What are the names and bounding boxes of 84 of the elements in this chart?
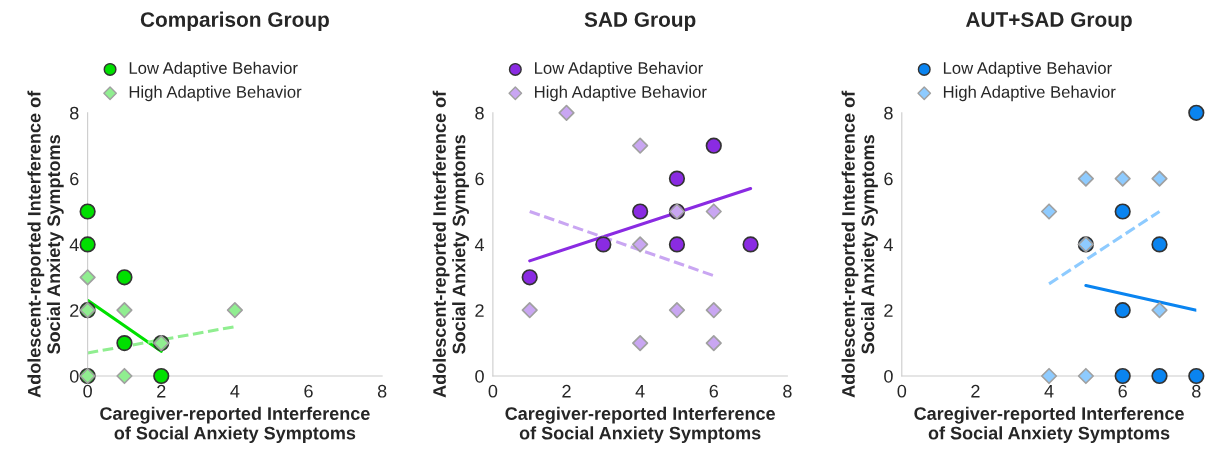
point [558, 104, 575, 121]
y-axis-title: Adolescent-reported Interference of Social Anxiety Symptoms [841, 90, 878, 398]
point [1114, 203, 1131, 220]
chart-title: Comparison Group [140, 11, 329, 32]
point [1114, 302, 1131, 319]
x-tick-label: 4 [635, 385, 645, 398]
point [705, 334, 722, 352]
point [595, 236, 612, 253]
x-axis-title: Caregiver-reported Interference of Social Anxiety Symptoms [914, 406, 1184, 444]
x-tick-label: 2 [562, 384, 571, 398]
y-tick-label: 6 [884, 172, 893, 186]
point [116, 269, 133, 286]
point [1114, 170, 1131, 187]
point [1040, 367, 1058, 385]
y-tick-label: 4 [883, 238, 893, 251]
point [79, 269, 96, 286]
point [668, 302, 686, 319]
point [632, 137, 649, 154]
x-tick-label: 6 [709, 384, 718, 398]
point [226, 302, 243, 319]
y-tick-label: 0 [884, 369, 893, 383]
point [116, 302, 133, 319]
point [632, 236, 649, 253]
legend-label: Low Adaptive Behavior [129, 61, 298, 78]
point [79, 203, 96, 220]
x-tick-label: 8 [783, 384, 792, 398]
y-tick-label: 2 [884, 304, 893, 317]
point [521, 269, 538, 286]
x-axis-title: Caregiver-reported Interference of Social Anxiety Symptoms [505, 406, 775, 444]
y-tick-label: 6 [475, 172, 484, 186]
x-tick-label: 2 [971, 384, 980, 398]
point [1114, 367, 1131, 385]
y-tick-label: 0 [475, 369, 484, 383]
legend-label: Low Adaptive Behavior [535, 61, 703, 78]
point [705, 137, 722, 154]
y-tick-label: 0 [69, 369, 79, 383]
y-tick-label: 6 [70, 172, 79, 186]
point [1077, 367, 1094, 385]
point [116, 367, 133, 385]
point [79, 236, 96, 253]
point [705, 203, 722, 220]
point [705, 302, 722, 319]
x-tick-label: 6 [304, 384, 313, 398]
point [1151, 367, 1168, 385]
x-tick-label: 4 [230, 385, 240, 398]
y-tick-label: 4 [69, 238, 79, 251]
point [1077, 170, 1094, 187]
chart-title: SAD Group [584, 12, 696, 32]
legend-label: High Adaptive Behavior [535, 85, 707, 102]
point [668, 236, 686, 253]
y-tick-label: 8 [70, 106, 79, 120]
y-tick-label: 8 [884, 106, 893, 120]
x-tick-label: 8 [377, 384, 387, 398]
point [1151, 302, 1168, 319]
x-axis-title: Caregiver-reported Interference of Social Anxiety Symptoms [100, 406, 370, 444]
y-axis-title: Adolescent-reported Interference of Social Anxiety Symptoms [432, 90, 469, 398]
point [521, 302, 538, 319]
x-tick-label: 0 [897, 384, 907, 398]
y-tick-label: 2 [475, 304, 484, 317]
y-tick-label: 4 [474, 238, 485, 251]
point [1188, 104, 1205, 121]
point [632, 334, 649, 352]
x-tick-label: 8 [1192, 384, 1201, 398]
legend-label: Low Adaptive Behavior [943, 61, 1112, 78]
point [1188, 367, 1205, 385]
point [632, 203, 649, 220]
x-tick-label: 2 [157, 384, 166, 398]
point [153, 367, 170, 385]
legend-label: High Adaptive Behavior [943, 85, 1116, 102]
legend-label: High Adaptive Behavior [129, 85, 302, 102]
x-tick-label: 0 [488, 384, 498, 398]
y-tick-label: 2 [70, 304, 79, 317]
x-tick-label: 4 [1044, 385, 1054, 398]
x-tick-label: 6 [1118, 384, 1127, 398]
point [742, 236, 759, 253]
chart-title: AUT+SAD Group [965, 12, 1132, 32]
point [1040, 203, 1058, 220]
y-axis-title: Adolescent-reported Interference of Social Anxiety Symptoms [27, 90, 64, 398]
x-tick-label: 0 [83, 384, 92, 398]
point [116, 334, 133, 352]
point [1151, 236, 1168, 253]
y-tick-label: 8 [475, 106, 484, 120]
point [1151, 170, 1168, 187]
point [668, 170, 686, 187]
